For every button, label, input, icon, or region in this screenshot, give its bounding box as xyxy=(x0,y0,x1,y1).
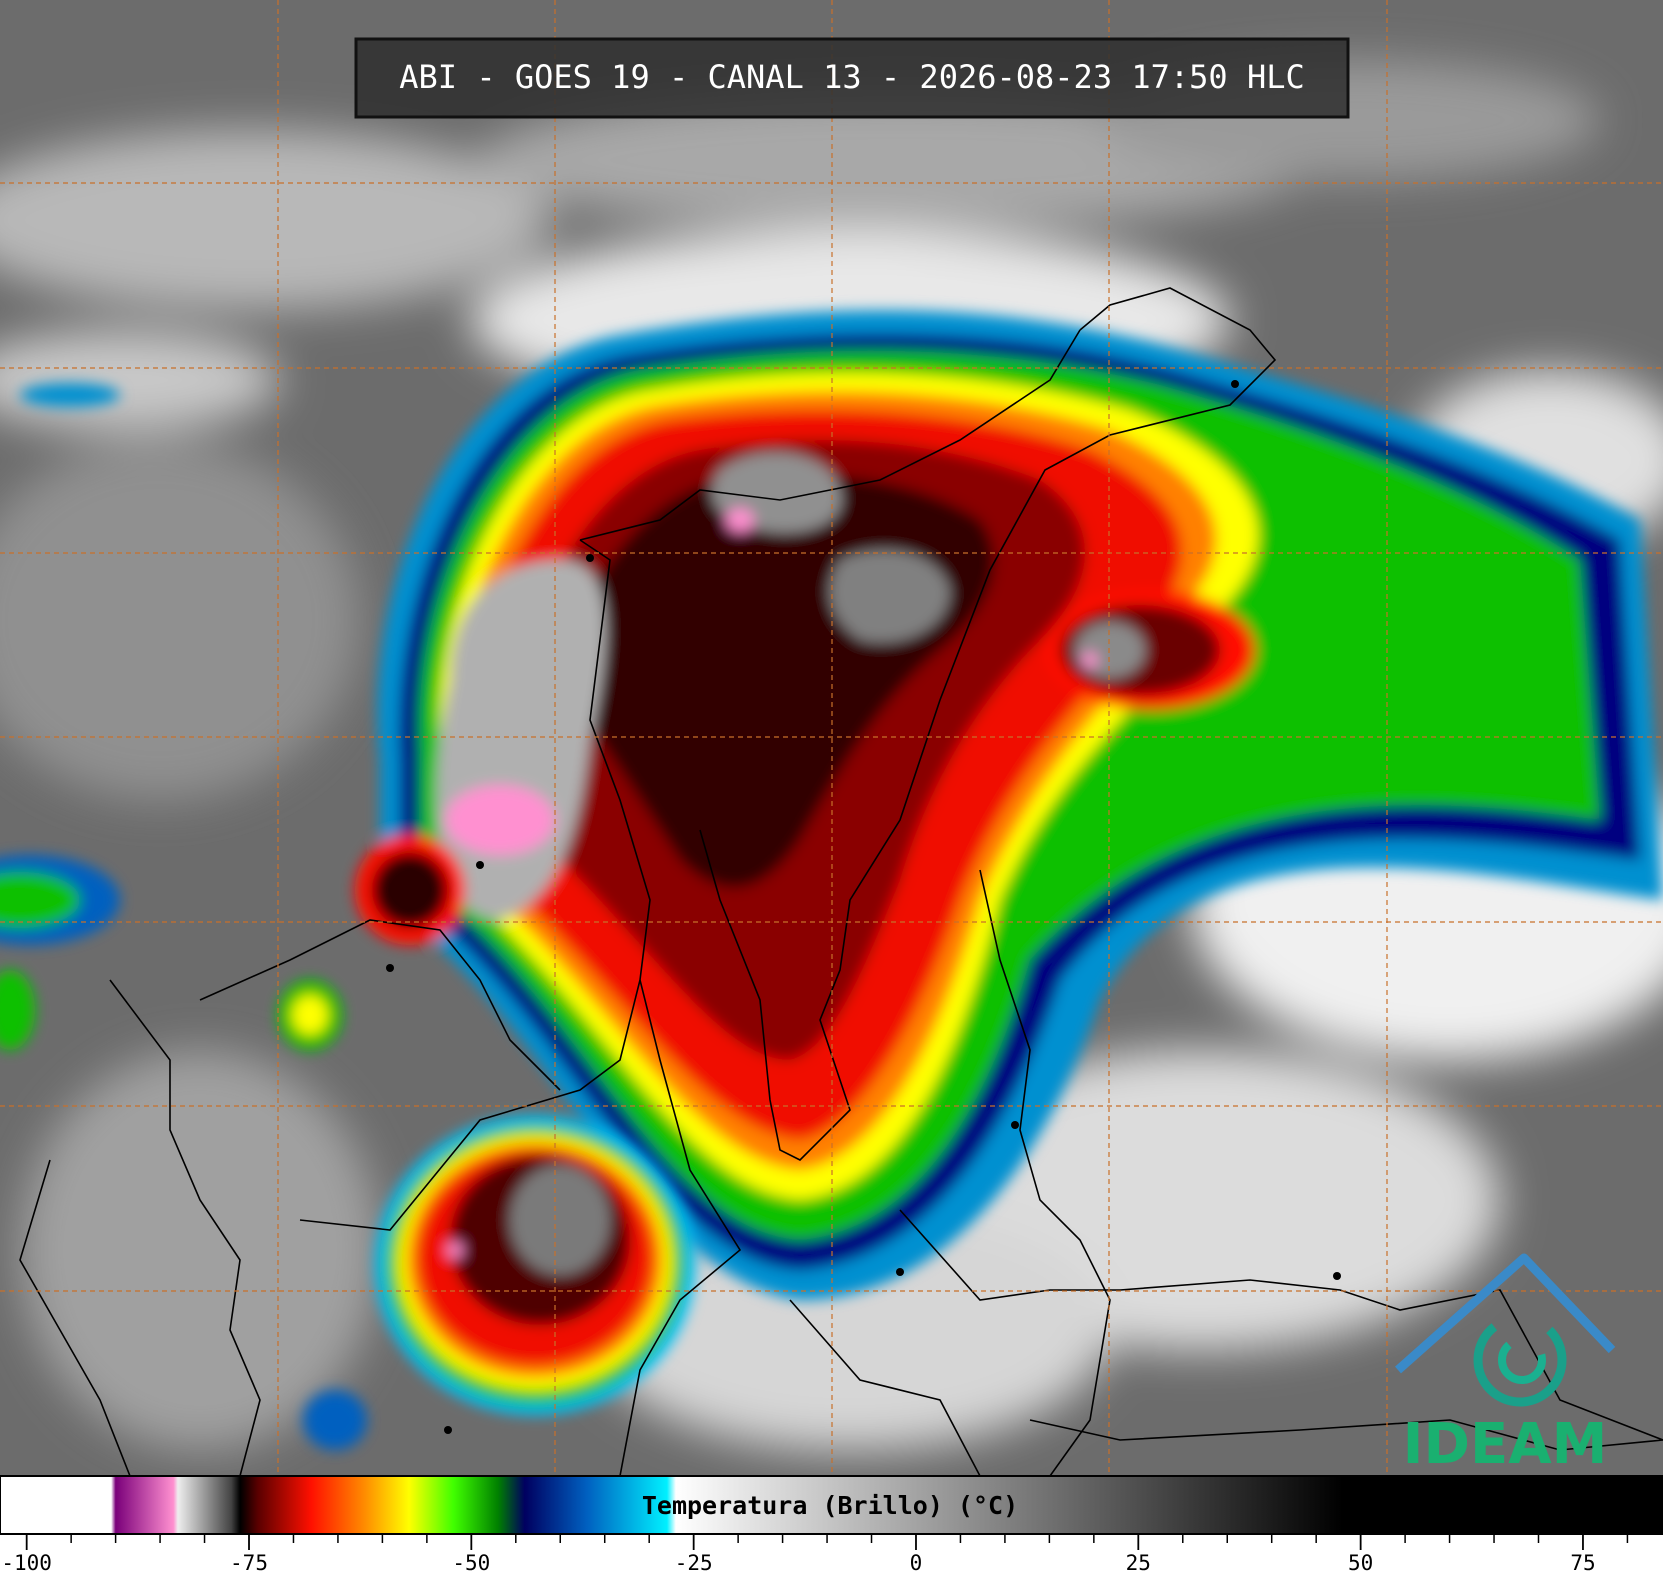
logo: IDEAM xyxy=(1395,1253,1616,1477)
tick-label: -50 xyxy=(452,1551,490,1575)
main-storm xyxy=(278,310,1663,1300)
tick-label: 50 xyxy=(1348,1551,1373,1575)
cities xyxy=(386,380,1341,1434)
title-box xyxy=(354,37,1350,119)
title: ABI - GOES 19 - CANAL 13 - 2026-08-23 17… xyxy=(399,58,1304,96)
tick-label: -100 xyxy=(1,1551,52,1575)
tick-label: 25 xyxy=(1126,1551,1151,1575)
colorbar-scale xyxy=(0,1475,1663,1535)
tick-label: -25 xyxy=(675,1551,713,1575)
satellite-image: ABI - GOES 19 - CANAL 13 - 2026-08-23 17… xyxy=(0,0,1663,1477)
lat-lon-grid xyxy=(0,0,1663,1476)
tick-label: -75 xyxy=(230,1551,268,1575)
southwest-storm xyxy=(375,1115,695,1415)
tick-label: 0 xyxy=(910,1551,923,1575)
colorbar-label: Temperatura (Brillo) (°C) xyxy=(642,1491,1018,1520)
tick-label: 75 xyxy=(1570,1551,1595,1575)
borders xyxy=(19,287,1663,1476)
colorbar: Temperatura (Brillo) (°C) -100 -75 -50 -25 0… xyxy=(0,1475,1663,1575)
logo-text: IDEAM xyxy=(1403,1412,1608,1477)
